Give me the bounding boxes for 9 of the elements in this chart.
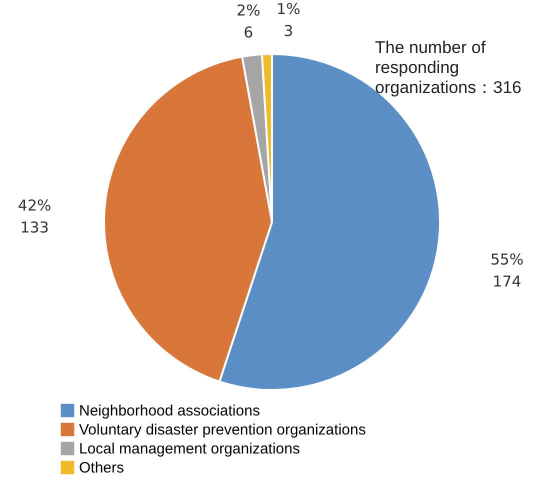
legend-label: Others <box>79 460 124 476</box>
text: The number of responding organizations：316 <box>375 38 522 97</box>
data-label: 55% 174 <box>490 250 524 291</box>
legend-label: Voluntary disaster prevention organizations <box>79 422 366 438</box>
legend-label: Local management organizations <box>79 440 300 458</box>
data-label: 2% 6 <box>236 1 260 42</box>
data-label: 1% 3 <box>276 0 300 40</box>
legend-label: Neighborhood associations <box>79 402 260 420</box>
data-label: 42% 133 <box>18 196 52 236</box>
